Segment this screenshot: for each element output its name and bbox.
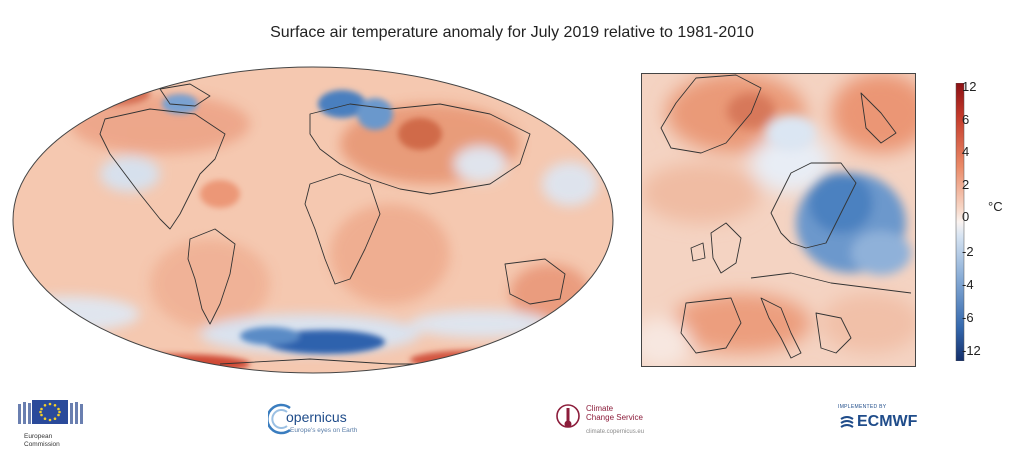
world-anomaly-map [12,66,614,374]
chart-title: Surface air temperature anomaly for July… [270,24,754,41]
european-commission-logo: European Commission [14,398,94,448]
colorbar-tick: 4 [962,144,970,159]
colorbar-tick: 12 [962,79,977,94]
colorbar-tick: 6 [962,112,970,127]
c3s-logo: Climate Change Service climate.copernicu… [556,402,666,442]
colorbar-tick: -2 [962,244,974,259]
colorbar-unit: °C [988,199,1003,214]
colorbar-tick: -6 [962,310,974,325]
ec-line1: European [24,433,53,440]
copernicus-name: opernicus [286,409,347,425]
colorbar-tick: -4 [962,277,974,292]
copernicus-tagline: Europe's eyes on Earth [290,427,358,434]
europe-anomaly-map [641,73,916,367]
ecmwf-logo: IMPLEMENTED BY ECMWF [838,404,948,436]
c3s-line2: Change Service [586,413,643,422]
colorbar [955,83,965,361]
colorbar-ticks: 12 6 4 2 0 -2 -4 -6 -12 [962,0,1002,450]
c3s-url: climate.copernicus.eu [586,429,645,435]
copernicus-logo: opernicus Europe's eyes on Earth [268,402,378,438]
colorbar-tick: 0 [962,209,970,224]
ecmwf-implemented: IMPLEMENTED BY [838,404,887,410]
colorbar-tick: -12 [962,343,981,358]
ec-line2: Commission [24,441,60,448]
ecmwf-name: ECMWF [857,413,918,430]
colorbar-tick: 2 [962,177,970,192]
c3s-line1: Climate [586,404,614,413]
